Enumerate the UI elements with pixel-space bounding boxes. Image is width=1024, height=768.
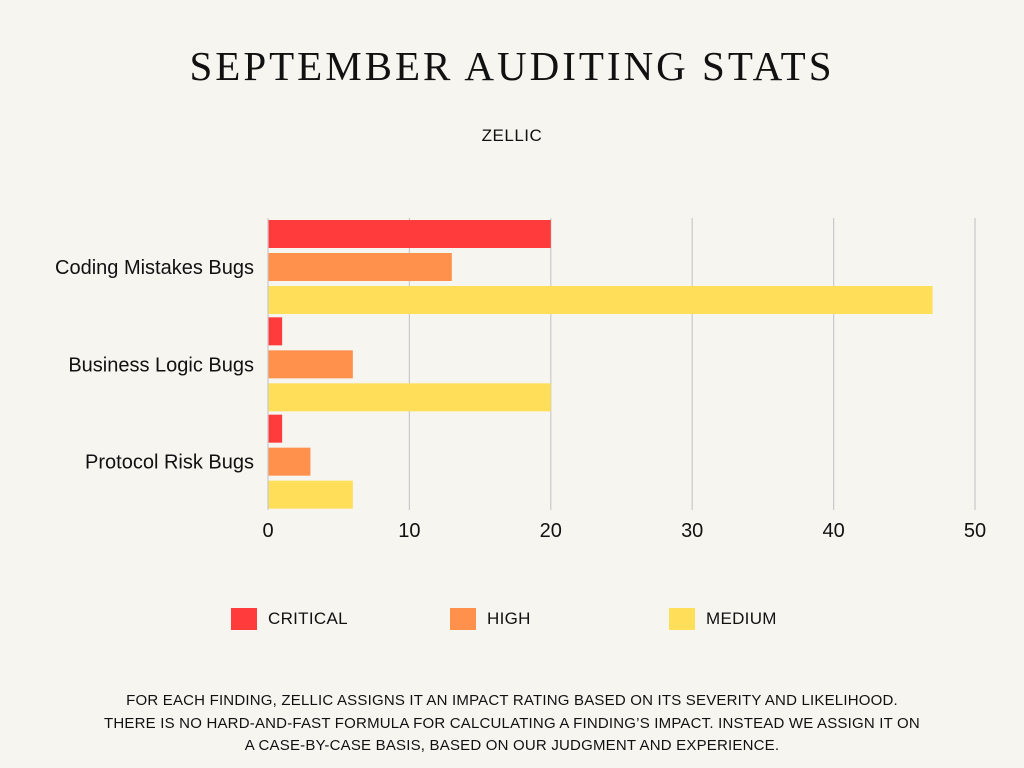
legend-item-critical: CRITICAL [231, 608, 348, 630]
footnote: FOR EACH FINDING, ZELLIC ASSIGNS IT AN I… [104, 692, 920, 754]
category-label: Protocol Risk Bugs [85, 452, 254, 474]
category-label: Coding Mistakes Bugs [55, 257, 254, 279]
chart-title: SEPTEMBER AUDITING STATS [189, 43, 835, 89]
category-label: Business Logic Bugs [68, 354, 254, 376]
x-tick-label: 30 [681, 520, 703, 542]
bar-critical-2 [268, 414, 283, 443]
x-tick-label: 0 [262, 520, 273, 542]
bar-high-1 [268, 350, 353, 379]
x-tick-label: 40 [822, 520, 844, 542]
legend-item-medium: MEDIUM [669, 608, 777, 630]
legend-swatch-critical [231, 608, 257, 630]
x-tick-label: 50 [964, 520, 986, 542]
bar-high-2 [268, 447, 311, 476]
legend-label-medium: MEDIUM [706, 609, 777, 628]
x-tick-label: 20 [540, 520, 562, 542]
bar-medium-0 [268, 286, 933, 314]
legend-swatch-medium [669, 608, 695, 630]
chart-subtitle: ZELLIC [481, 126, 543, 145]
bar-high-0 [268, 253, 452, 281]
x-tick-label: 10 [398, 520, 420, 542]
bar-medium-2 [268, 480, 353, 509]
legend-label-high: HIGH [487, 609, 531, 628]
legend-swatch-high [450, 608, 476, 630]
bar-medium-1 [268, 383, 551, 412]
legend-label-critical: CRITICAL [268, 609, 348, 628]
bar-chart: Coding Mistakes Bugs Business Logic Bugs P… [55, 218, 986, 542]
legend-item-high: HIGH [450, 608, 531, 630]
bar-critical-1 [268, 317, 283, 346]
bar-critical-0 [268, 220, 551, 248]
